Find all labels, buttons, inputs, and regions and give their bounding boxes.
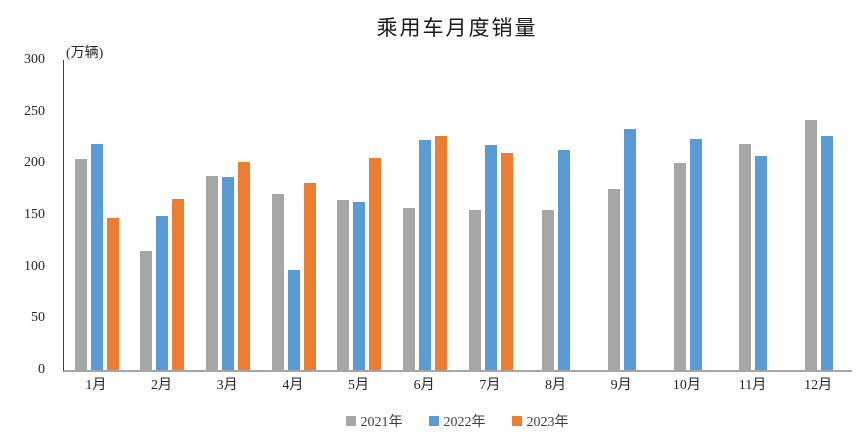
bar (624, 129, 637, 370)
bar (156, 216, 169, 370)
bar (172, 199, 185, 370)
bar (90, 144, 103, 370)
x-tick-label: 5月 (347, 378, 369, 393)
x-tick-label: 10月 (672, 378, 701, 393)
x-tick-label: 4月 (282, 378, 304, 393)
x-tick-label: 8月 (544, 378, 566, 393)
x-tick-label: 6月 (413, 378, 435, 393)
bar (608, 189, 621, 370)
legend-swatch-icon (345, 416, 356, 426)
x-axis: 1月 2月 3月 4月 5月 6月 7月 8月 9月 10月 11月 12月 (63, 374, 851, 396)
bar (484, 145, 497, 370)
x-tick-label: 12月 (804, 378, 833, 393)
bar-group (261, 60, 327, 370)
bar (222, 177, 235, 370)
legend-item: 2021年 (345, 411, 403, 431)
legend-swatch-icon (428, 416, 439, 426)
x-tick-label: 7月 (479, 378, 501, 393)
bar (106, 218, 119, 370)
bar-group (64, 60, 130, 370)
bar (206, 176, 219, 370)
bar (755, 155, 768, 370)
y-tick-label: 100 (24, 258, 45, 274)
plot-area (63, 60, 852, 372)
bar-group (524, 60, 590, 370)
legend-label: 2021年 (360, 415, 403, 430)
bar (303, 182, 316, 370)
chart-title: 乘用车月度销量 (376, 16, 538, 40)
bar-groups (64, 60, 852, 370)
bar (238, 161, 251, 370)
bar (739, 143, 752, 370)
y-tick-label: 250 (24, 103, 45, 119)
legend-swatch-icon (511, 416, 522, 426)
bar-group (195, 60, 261, 370)
bar (337, 199, 350, 370)
bar (74, 158, 87, 370)
y-axis: 0 50 100 150 200 250 300 (0, 52, 55, 377)
bar (353, 202, 366, 370)
bar (500, 153, 513, 370)
bar (542, 209, 555, 370)
bar (419, 140, 432, 370)
bar (287, 270, 300, 370)
bar-group (589, 60, 655, 370)
y-tick-label: 150 (24, 207, 45, 222)
legend-label: 2023年 (526, 415, 569, 430)
y-tick-label: 50 (31, 310, 45, 326)
bar (673, 162, 686, 370)
bar-group (392, 60, 458, 370)
bar-group (655, 60, 721, 370)
x-tick-label: 2月 (150, 378, 172, 393)
bar (271, 193, 284, 370)
bar (435, 135, 448, 370)
bar-group (327, 60, 393, 370)
bar (689, 139, 702, 370)
legend-item: 2023年 (511, 411, 569, 431)
y-tick-label: 300 (24, 52, 45, 67)
bar (468, 209, 481, 370)
y-tick-label: 0 (38, 362, 45, 377)
y-tick-label: 200 (24, 155, 45, 171)
x-tick-label: 1月 (85, 378, 107, 393)
bar-group (786, 60, 852, 370)
bar (403, 207, 416, 370)
x-tick-label: 11月 (738, 378, 767, 393)
bar (558, 150, 571, 370)
x-tick-label: 3月 (216, 378, 238, 393)
bar (140, 250, 153, 370)
bar (369, 158, 382, 370)
bar (821, 136, 834, 370)
legend-label: 2022年 (443, 415, 486, 430)
bar (805, 119, 818, 370)
y-axis-unit-label: (万辆) (66, 46, 104, 61)
legend: 2021年 2022年 2023年 (63, 411, 851, 431)
bar-group (721, 60, 787, 370)
x-tick-label: 9月 (610, 378, 632, 393)
bar-group (458, 60, 524, 370)
legend-item: 2022年 (428, 411, 486, 431)
bar-group (130, 60, 196, 370)
